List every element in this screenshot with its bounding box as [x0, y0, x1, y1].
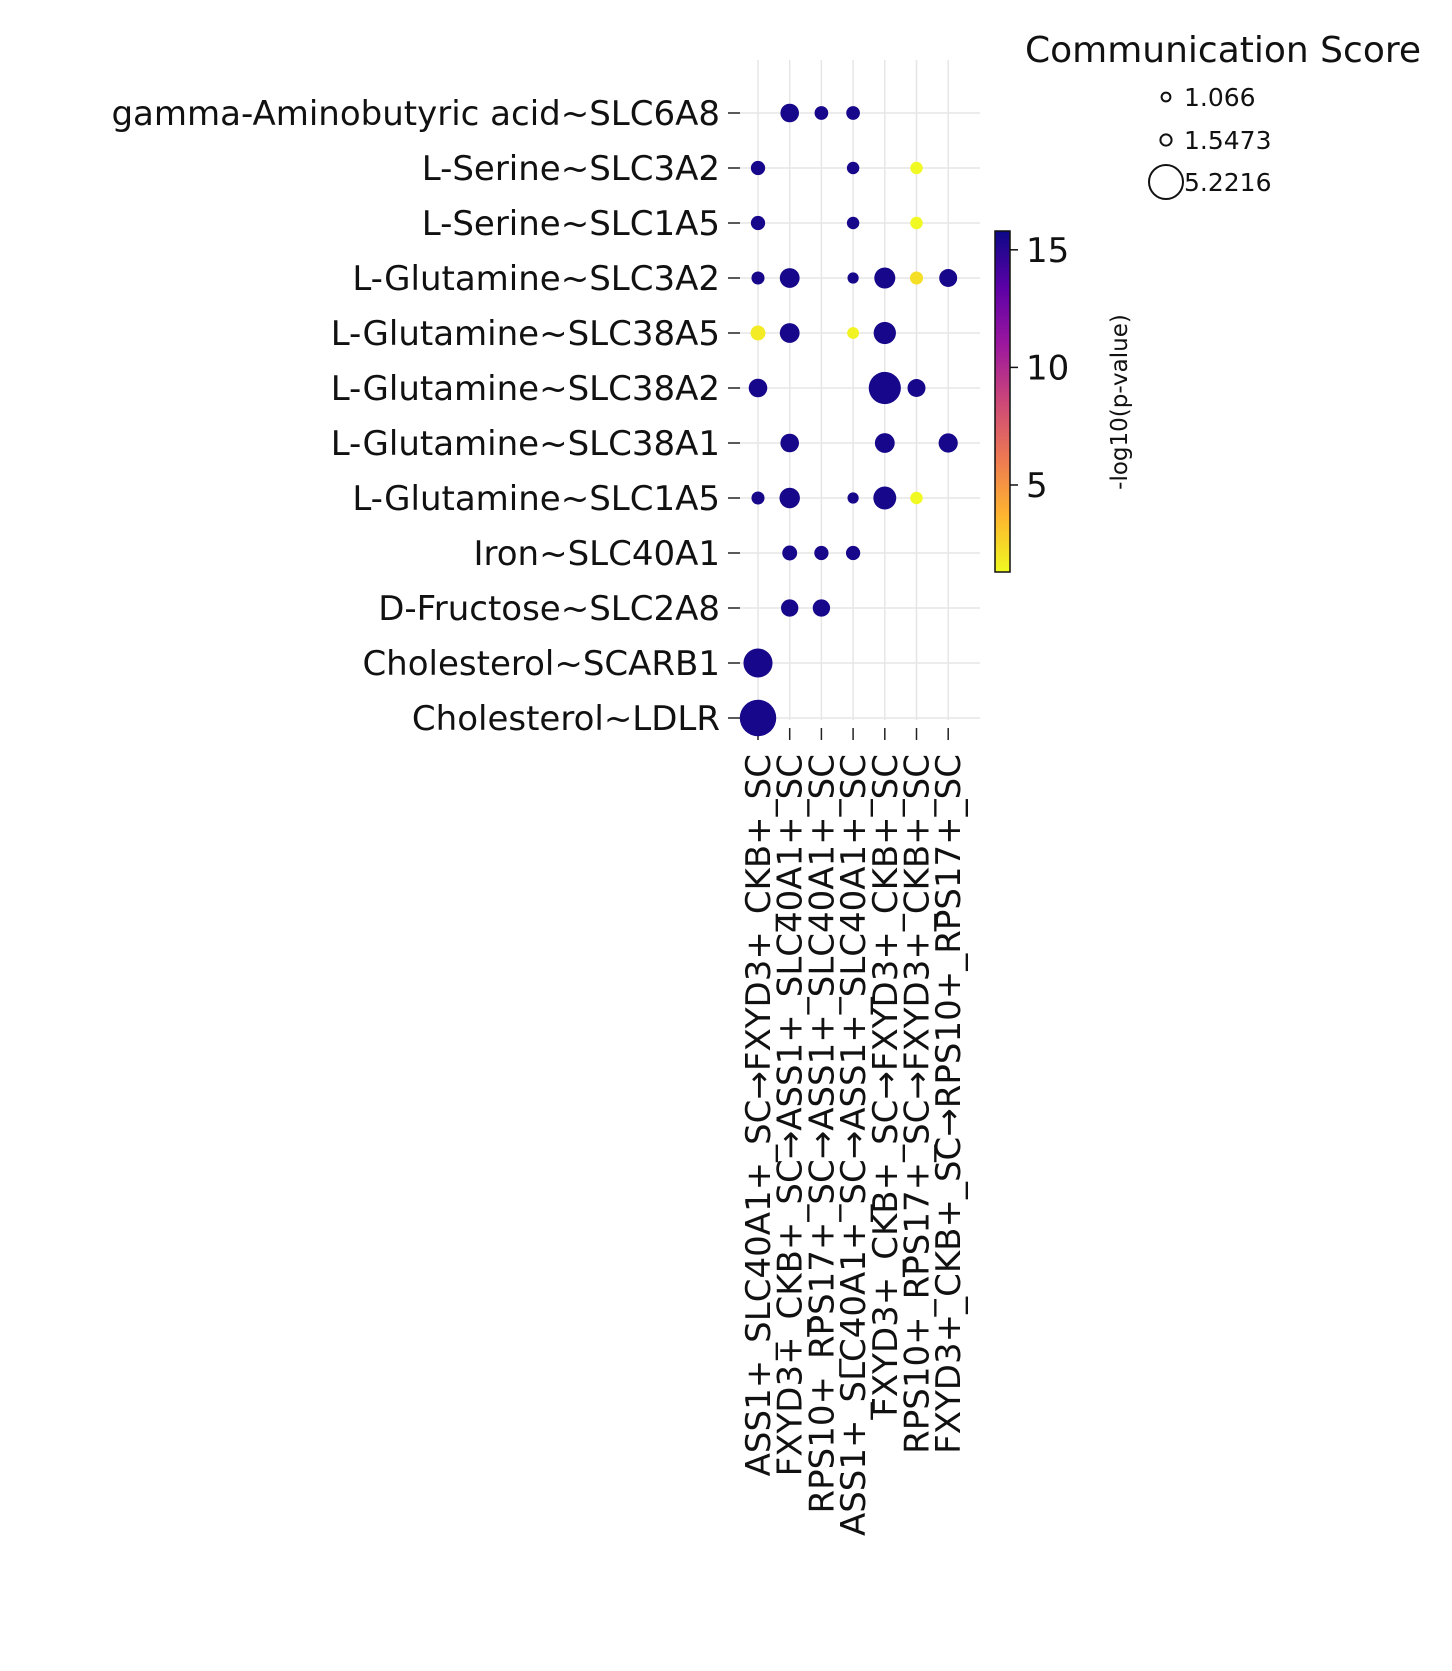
y-tick-label: L-Serine~SLC3A2: [422, 149, 720, 189]
data-point: [874, 433, 895, 453]
size-legend: Communication Score 1.066 1.5473 5.2216: [1025, 30, 1421, 200]
size-legend-circle: [1160, 91, 1172, 103]
size-legend-circle: [1148, 164, 1184, 200]
colorbar: -log10(p-value) 5 10 15: [994, 230, 1133, 573]
axis-ticks: [728, 112, 949, 740]
x-tick-label: ASS1+_SLC40A1+_SC→FXYD3+_CKB+_SC: [739, 754, 779, 1476]
size-legend-label: 5.2216: [1184, 168, 1271, 197]
data-point: [750, 215, 766, 231]
data-point: [780, 103, 799, 123]
data-point: [779, 487, 800, 509]
colorbar-tick-label: 15: [1026, 231, 1069, 271]
data-point: [751, 271, 765, 285]
data-point: [868, 371, 901, 405]
data-points: [739, 103, 958, 737]
data-point: [873, 321, 896, 345]
x-tick-label: RPS10+_RPS17+_SC→FXYD3+_CKB+_SC: [898, 754, 938, 1454]
y-axis-labels: gamma-Aminobutyric acid~SLC6A8 L-Serine~S…: [111, 94, 720, 739]
colorbar-gradient: [994, 230, 1011, 573]
data-point: [743, 648, 773, 678]
y-tick-label: Cholesterol~SCARB1: [362, 644, 720, 684]
data-point: [847, 492, 859, 504]
y-tick-label: L-Glutamine~SLC38A5: [331, 314, 720, 354]
x-tick-label: FXYD3+_CKB+_SC→FXYD3+_CKB+_SC: [866, 754, 906, 1417]
x-axis-labels: ASS1+_SLC40A1+_SC→FXYD3+_CKB+_SCFXYD3+_C…: [739, 754, 969, 1536]
colorbar-tick-label: 5: [1026, 466, 1048, 506]
y-tick-label: L-Serine~SLC1A5: [422, 204, 720, 244]
data-point: [845, 545, 861, 561]
y-tick-label: gamma-Aminobutyric acid~SLC6A8: [111, 94, 720, 134]
data-point: [846, 216, 860, 230]
size-legend-title: Communication Score: [1025, 30, 1421, 71]
data-point: [780, 433, 799, 453]
data-point: [781, 599, 799, 617]
data-point: [750, 160, 766, 176]
data-point: [939, 269, 958, 287]
x-tick-label: ASS1+_SLC40A1+_SC→ASS1+_SLC40A1+_SC: [834, 754, 874, 1536]
data-point: [814, 545, 829, 561]
x-tick-label: RPS10+_RPS17+_SC→ASS1+_SLC40A1+_SC: [802, 754, 842, 1514]
colorbar-label: -log10(p-value): [1107, 314, 1133, 490]
x-tick-label: FXYD3+_CKB+_SC→RPS10+_RPS17+_SC: [929, 754, 969, 1454]
data-point: [910, 161, 923, 175]
data-point: [874, 267, 896, 289]
size-legend-label: 1.066: [1184, 83, 1256, 112]
data-point: [814, 106, 829, 120]
data-point: [846, 161, 860, 175]
y-tick-label: L-Glutamine~SLC1A5: [352, 479, 720, 519]
y-tick-label: D-Fructose~SLC2A8: [378, 589, 720, 629]
data-point: [910, 216, 923, 230]
data-point: [873, 486, 897, 510]
data-point: [909, 271, 924, 285]
y-tick-label: Cholesterol~LDLR: [412, 699, 720, 739]
y-tick-label: L-Glutamine~SLC38A2: [331, 369, 720, 409]
data-point: [748, 378, 768, 398]
size-legend-label: 1.5473: [1184, 126, 1271, 155]
y-tick-label: L-Glutamine~SLC3A2: [352, 259, 720, 299]
data-point: [907, 379, 926, 397]
data-point: [847, 272, 859, 284]
data-point: [846, 106, 860, 120]
colorbar-tick-label: 10: [1026, 348, 1069, 388]
data-point: [751, 491, 765, 505]
data-point: [779, 323, 800, 343]
data-point: [910, 491, 923, 505]
data-point: [779, 268, 800, 288]
size-legend-circle: [1159, 133, 1173, 147]
data-point: [750, 325, 766, 341]
y-tick-label: L-Glutamine~SLC38A1: [331, 424, 720, 464]
data-point: [847, 327, 860, 339]
x-tick-label: FXYD3+_CKB+_SC→ASS1+_SLC40A1+_SC: [771, 754, 811, 1476]
data-point: [812, 599, 831, 617]
data-point: [782, 545, 798, 561]
data-point: [739, 699, 777, 737]
grid-lines: [740, 60, 980, 720]
y-tick-label: Iron~SLC40A1: [473, 534, 720, 574]
data-point: [938, 433, 958, 453]
